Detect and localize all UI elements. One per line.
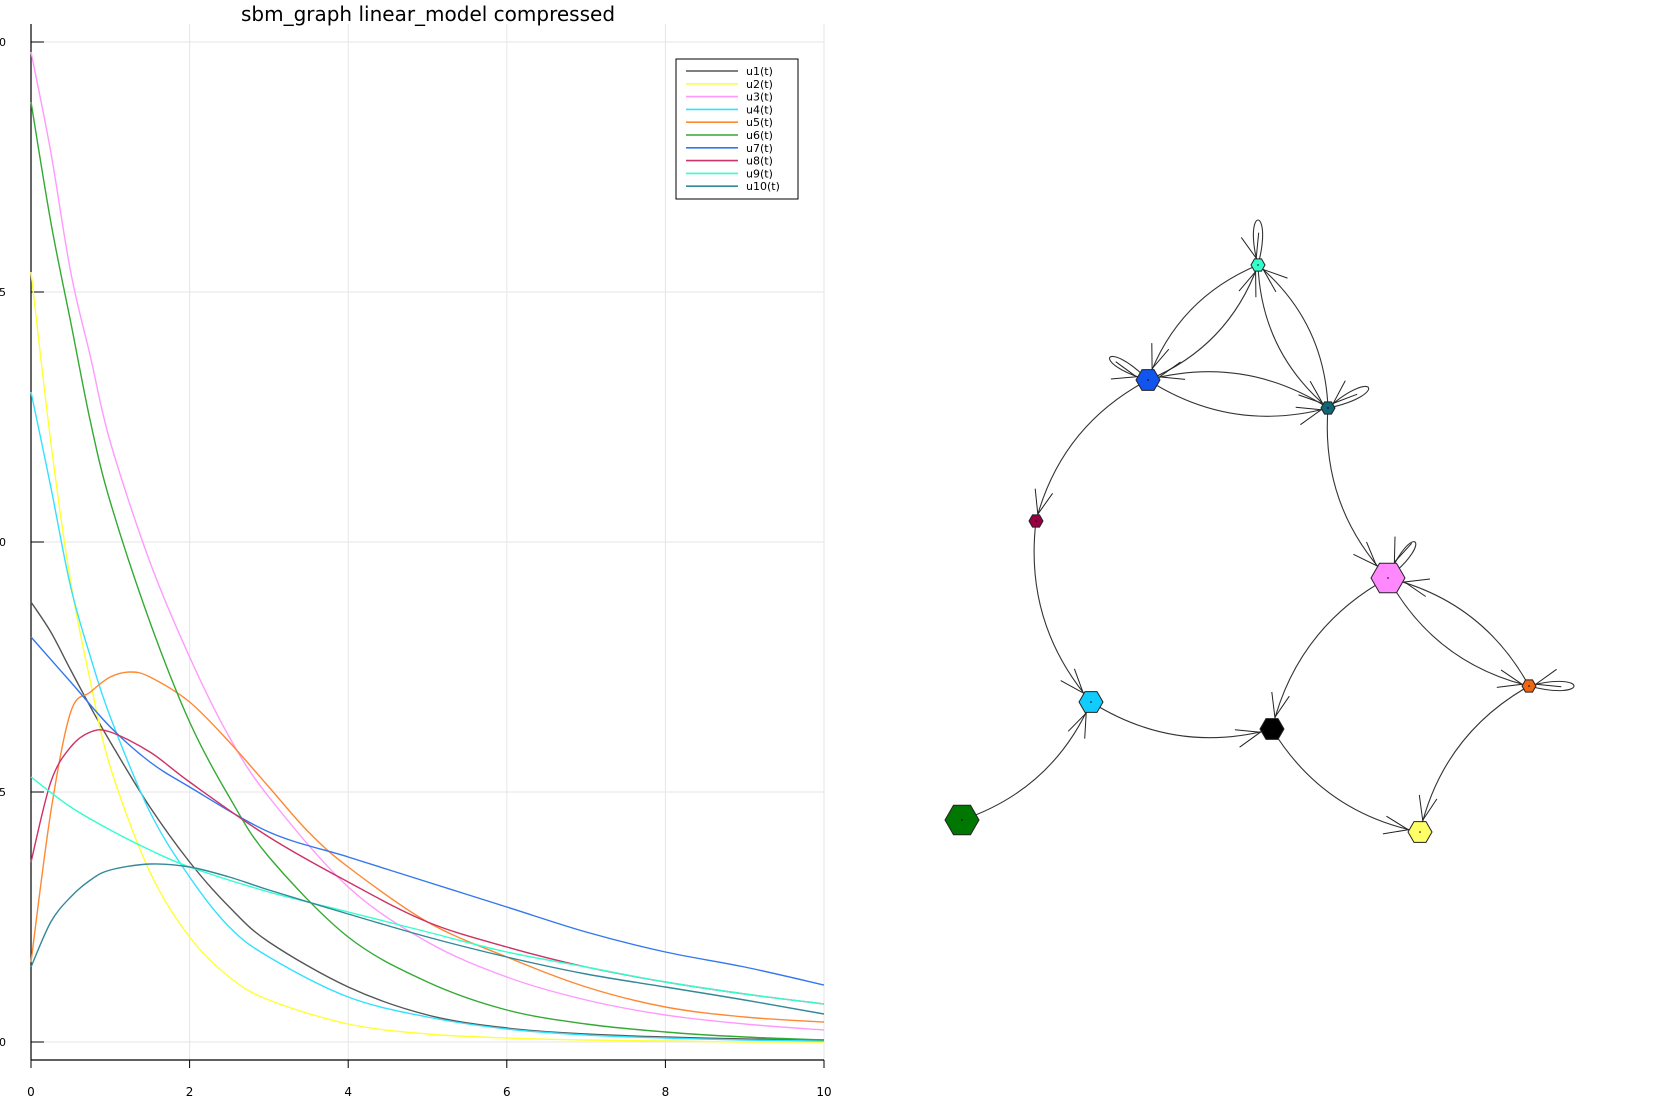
series-line-2 (30, 271, 825, 1043)
legend-label: u8(t) (746, 155, 773, 168)
graph-edge (1387, 577, 1530, 687)
graph-node-center (961, 819, 963, 821)
axes: 0 2 4 6 8 10 0 5 0 5 0 (0, 24, 832, 1099)
series-line-5 (30, 671, 825, 1023)
edge-arrowhead (1382, 815, 1410, 835)
x-tick-label: 8 (662, 1085, 670, 1099)
edge-arrowhead (1034, 488, 1054, 516)
series-line-3 (30, 51, 825, 1031)
series-lines (30, 51, 825, 1043)
y-tick-label: 0 (0, 536, 6, 549)
graph-edge (1035, 379, 1149, 522)
graph-node-center (1257, 264, 1259, 266)
series-line-4 (30, 391, 825, 1042)
self-loop-edge (1252, 219, 1264, 266)
legend-label: u1(t) (746, 65, 773, 78)
x-tick-label: 0 (27, 1085, 35, 1099)
graph-node-center (1271, 728, 1273, 730)
y-tick-label: 0 (0, 36, 6, 49)
edge-arrowhead (1262, 268, 1288, 293)
edge-arrowhead (1418, 794, 1438, 822)
series-line-10 (30, 863, 825, 1015)
edge-arrowhead (1060, 668, 1085, 694)
graph-edge (1271, 728, 1421, 833)
graph-edge (1326, 407, 1389, 579)
graph-edge (1147, 264, 1259, 381)
legend-box (675, 58, 799, 200)
graph-edges (961, 219, 1575, 835)
x-tick-label: 10 (816, 1085, 831, 1099)
y-tick-label: 5 (0, 286, 6, 299)
edge-arrowhead (1332, 380, 1358, 405)
y-tick-label: 5 (0, 786, 6, 799)
edge-arrowhead (1271, 691, 1290, 719)
y-tick-label: 0 (0, 1036, 6, 1049)
graph-edge (1147, 264, 1259, 381)
edge-arrowhead (1234, 729, 1262, 748)
graph-node-center (1147, 379, 1149, 381)
graph-node-center (1327, 407, 1329, 409)
edge-arrowhead (1110, 361, 1138, 380)
legend-label: u4(t) (746, 103, 773, 116)
edge-arrowhead (1534, 668, 1562, 688)
edge-arrowhead (1295, 406, 1323, 426)
x-tick-label: 2 (186, 1085, 194, 1099)
edge-arrowhead (1393, 536, 1413, 564)
graph-edge (1147, 379, 1329, 417)
graph-node-center (1528, 685, 1530, 687)
edge-arrowhead (1403, 578, 1431, 597)
graph-nodes (944, 258, 1537, 843)
legend-label: u2(t) (746, 78, 773, 91)
legend-label: u5(t) (746, 116, 773, 129)
graph-edge (1033, 520, 1092, 703)
legend-label: u7(t) (746, 142, 773, 155)
graph-edge (1147, 371, 1329, 409)
graph-node-center (1090, 701, 1092, 703)
graph-edge (961, 701, 1092, 821)
line-chart: sbm_graph linear_model compressed 0 2 4 6 8 1… (0, 2, 832, 1099)
network-graph (944, 219, 1575, 843)
graph-node-center (1387, 577, 1389, 579)
graph-edge (1090, 701, 1273, 739)
edge-arrowhead (1158, 361, 1186, 380)
graph-edge (1271, 577, 1389, 730)
self-loop-edge (1327, 385, 1370, 409)
self-loop-edge (1108, 355, 1149, 381)
edge-arrowhead (1240, 232, 1260, 260)
x-tick-label: 6 (503, 1085, 511, 1099)
edge-arrowhead (1353, 541, 1378, 567)
self-loop-edge (1528, 680, 1575, 692)
edge-arrowhead (1151, 343, 1170, 371)
legend-label: u3(t) (746, 91, 773, 104)
graph-edge (1257, 264, 1329, 409)
x-tick-label: 4 (344, 1085, 352, 1099)
self-loop-edge (1387, 541, 1417, 579)
series-line-6 (30, 101, 825, 1041)
graph-node-center (1419, 831, 1421, 833)
series-line-1 (30, 601, 825, 1041)
chart-title: sbm_graph linear_model compressed (241, 2, 615, 26)
graph-edge (1387, 577, 1530, 687)
edge-arrowhead (1496, 669, 1524, 688)
legend-label: u9(t) (746, 167, 773, 180)
legend-label: u10(t) (746, 180, 780, 193)
graph-node-center (1035, 520, 1037, 522)
legend-label: u6(t) (746, 129, 773, 142)
graph-edge (1419, 685, 1530, 833)
legend: u1(t)u2(t)u3(t)u4(t)u5(t)u6(t)u7(t)u8(t)… (675, 58, 799, 200)
edge-arrowhead (1298, 380, 1324, 405)
series-line-9 (30, 776, 825, 1005)
edge-arrowhead (1067, 711, 1087, 739)
graph-edge (1257, 264, 1329, 409)
